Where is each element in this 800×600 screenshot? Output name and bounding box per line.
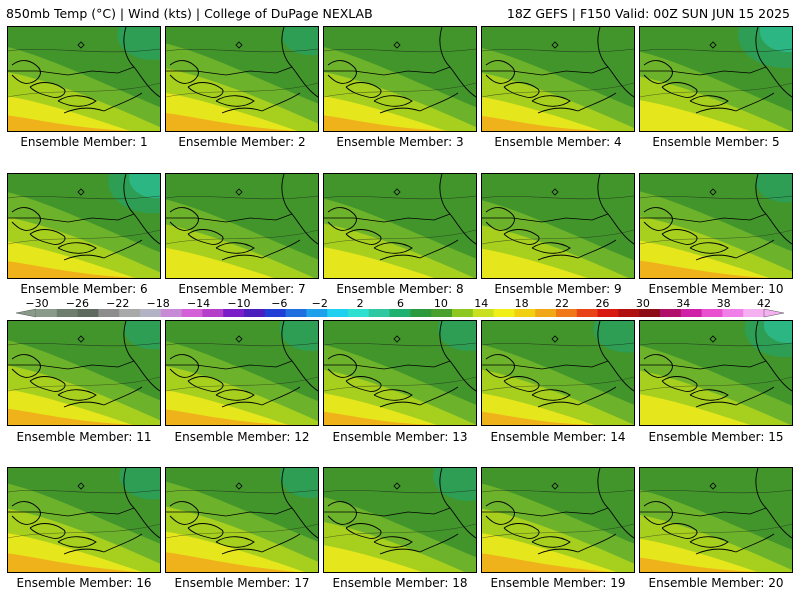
- ensemble-map-12: [165, 320, 319, 426]
- colorbar-swatch: [306, 309, 328, 317]
- ensemble-map-19: [481, 467, 635, 573]
- colorbar-tick-label: 2: [357, 297, 364, 310]
- colorbar-tick-label: 22: [555, 297, 569, 310]
- colorbar-tick-label: −18: [147, 297, 170, 310]
- colorbar-tick-label: 42: [757, 297, 771, 310]
- ensemble-member-label: Ensemble Member: 1: [20, 135, 148, 149]
- colorbar-swatch: [202, 309, 224, 317]
- colorbar-swatch: [285, 309, 307, 317]
- colorbar-tick-label: −2: [312, 297, 328, 310]
- page-title: 850mb Temp (°C) | Wind (kts) | College o…: [6, 6, 373, 21]
- colorbar-tick-label: 18: [515, 297, 529, 310]
- ensemble-member-label: Ensemble Member: 6: [20, 282, 148, 296]
- ensemble-map-18: [323, 467, 477, 573]
- colorbar-swatch: [722, 309, 744, 317]
- colorbar-swatch: [556, 309, 578, 317]
- colorbar-swatch: [597, 309, 619, 317]
- colorbar-swatch: [56, 309, 79, 317]
- ensemble-map-3: [323, 26, 477, 132]
- temperature-colorbar: −30 −26 −22 −18 −14 −10 −6 −2 2 6 10 14 18 22 26 30 34 38…: [15, 297, 785, 318]
- colorbar-swatch: [368, 309, 391, 317]
- ensemble-map-8: [323, 173, 477, 279]
- ensemble-map-5: [639, 26, 793, 132]
- ensemble-map-14: [481, 320, 635, 426]
- colorbar-swatch: [327, 309, 349, 317]
- colorbar-tick-label: −30: [25, 297, 48, 310]
- colorbar-swatch: [77, 309, 99, 317]
- colorbar-swatch: [493, 309, 515, 317]
- ensemble-map-2: [165, 26, 319, 132]
- ensemble-member-label: Ensemble Member: 10: [648, 282, 784, 296]
- ensemble-map-16: [7, 467, 161, 573]
- ensemble-map-1: [7, 26, 161, 132]
- colorbar-tick-label: −22: [106, 297, 129, 310]
- ensemble-member-label: Ensemble Member: 3: [336, 135, 464, 149]
- ensemble-member-label: Ensemble Member: 18: [332, 576, 468, 590]
- colorbar-swatch: [264, 309, 287, 317]
- ensemble-member-label: Ensemble Member: 19: [490, 576, 626, 590]
- colorbar-tick-label: −6: [271, 297, 287, 310]
- colorbar-tick-label: 6: [397, 297, 404, 310]
- colorbar-tick-label: 10: [434, 297, 448, 310]
- ensemble-map-13: [323, 320, 477, 426]
- run-valid-time: 18Z GEFS | F150 Valid: 00Z SUN JUN 15 20…: [506, 6, 790, 21]
- colorbar-swatch: [389, 309, 411, 317]
- colorbar-tick-label: 26: [595, 297, 609, 310]
- ensemble-member-label: Ensemble Member: 20: [648, 576, 784, 590]
- colorbar-swatch: [348, 309, 370, 317]
- ensemble-member-label: Ensemble Member: 5: [652, 135, 780, 149]
- ensemble-member-label: Ensemble Member: 4: [494, 135, 622, 149]
- colorbar-swatch: [244, 309, 266, 317]
- ensemble-map-6: [7, 173, 161, 279]
- colorbar-swatch: [660, 309, 682, 317]
- colorbar-tick-label: −10: [227, 297, 250, 310]
- colorbar-swatch: [119, 309, 141, 317]
- ensemble-member-label: Ensemble Member: 13: [332, 430, 468, 444]
- colorbar-swatch: [223, 309, 245, 317]
- colorbar-high-arrow: [763, 308, 785, 318]
- colorbar-swatch: [701, 309, 723, 317]
- colorbar-tick-label: 14: [474, 297, 488, 310]
- colorbar-tick-label: 38: [717, 297, 731, 310]
- colorbar-tick-label: 30: [636, 297, 650, 310]
- colorbar-tick-label: −14: [187, 297, 210, 310]
- colorbar-tick-label: 34: [676, 297, 690, 310]
- colorbar-swatch: [452, 309, 474, 317]
- ensemble-member-label: Ensemble Member: 14: [490, 430, 626, 444]
- ensemble-map-9: [481, 173, 635, 279]
- colorbar-swatch: [680, 309, 703, 317]
- ensemble-member-label: Ensemble Member: 8: [336, 282, 464, 296]
- ensemble-member-label: Ensemble Member: 15: [648, 430, 784, 444]
- colorbar-swatch: [181, 309, 203, 317]
- ensemble-map-20: [639, 467, 793, 573]
- ensemble-map-7: [165, 173, 319, 279]
- colorbar-low-arrow: [15, 308, 37, 318]
- ensemble-member-label: Ensemble Member: 9: [494, 282, 622, 296]
- colorbar-swatch: [514, 309, 536, 317]
- ensemble-member-label: Ensemble Member: 12: [174, 430, 310, 444]
- colorbar-swatch: [98, 309, 120, 317]
- colorbar-swatch: [410, 309, 432, 317]
- colorbar-swatch: [576, 309, 599, 317]
- ensemble-map-10: [639, 173, 793, 279]
- ensemble-member-label: Ensemble Member: 2: [178, 135, 306, 149]
- colorbar-tick-label: −26: [66, 297, 89, 310]
- colorbar-swatch: [639, 309, 661, 317]
- colorbar-swatch: [618, 309, 640, 317]
- ensemble-map-17: [165, 467, 319, 573]
- colorbar-swatch: [743, 309, 765, 317]
- colorbar-swatch: [472, 309, 495, 317]
- ensemble-member-label: Ensemble Member: 16: [16, 576, 152, 590]
- colorbar-swatch: [36, 309, 58, 317]
- colorbar-swatch: [431, 309, 453, 317]
- colorbar-swatch: [140, 309, 162, 317]
- ensemble-member-label: Ensemble Member: 17: [174, 576, 310, 590]
- ensemble-map-15: [639, 320, 793, 426]
- ensemble-member-label: Ensemble Member: 7: [178, 282, 306, 296]
- colorbar-swatch: [535, 309, 557, 317]
- ensemble-map-11: [7, 320, 161, 426]
- colorbar-swatch: [160, 309, 183, 317]
- ensemble-member-label: Ensemble Member: 11: [16, 430, 152, 444]
- ensemble-map-4: [481, 26, 635, 132]
